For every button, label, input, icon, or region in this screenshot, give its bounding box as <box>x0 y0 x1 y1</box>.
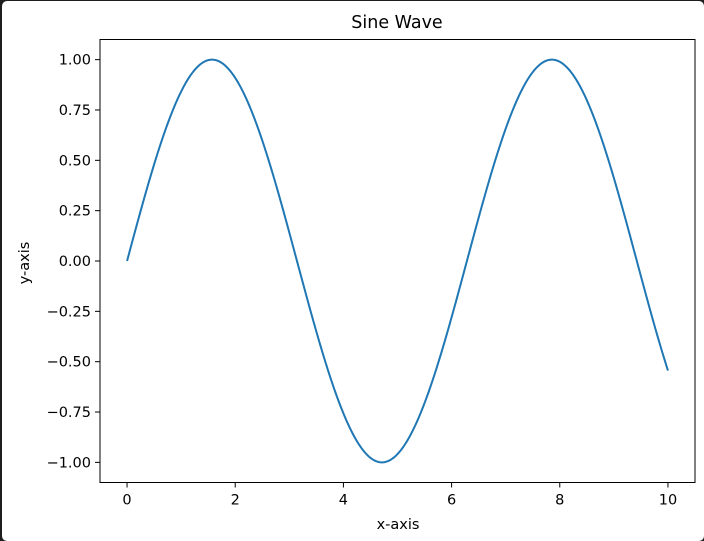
x-tick-label: 10 <box>659 493 677 509</box>
series-layer <box>126 58 669 464</box>
y-tick-label: 0.00 <box>59 254 91 270</box>
y-tick-label: 1.00 <box>59 53 91 69</box>
y-axis-label: y-axis <box>17 242 33 285</box>
y-tick-label: −0.25 <box>47 304 91 320</box>
y-tick-label: −0.50 <box>47 355 91 371</box>
plot-area-frame <box>99 39 696 483</box>
series-line-0 <box>126 58 669 464</box>
x-tick-label: 2 <box>231 493 240 509</box>
y-tick-label: 0.75 <box>59 103 91 119</box>
x-tick-label: 8 <box>555 493 564 509</box>
x-tick-label: 4 <box>339 493 348 509</box>
x-axis-ticks: 0 2 4 6 8 10 <box>122 482 677 509</box>
y-tick-label: −0.75 <box>47 405 91 421</box>
chart-title: Sine Wave <box>351 13 442 33</box>
x-tick-label: 6 <box>447 493 456 509</box>
y-axis-ticks: 1.00 0.75 0.50 0.25 0.00 −0.25 −0.50 −0.75 −1.00 <box>47 53 100 471</box>
x-axis-label: x-axis <box>377 517 420 533</box>
y-tick-label: −1.00 <box>47 455 91 471</box>
y-tick-label: 0.25 <box>59 204 91 220</box>
y-tick-label: 0.50 <box>59 153 91 169</box>
x-tick-label: 0 <box>122 493 131 509</box>
